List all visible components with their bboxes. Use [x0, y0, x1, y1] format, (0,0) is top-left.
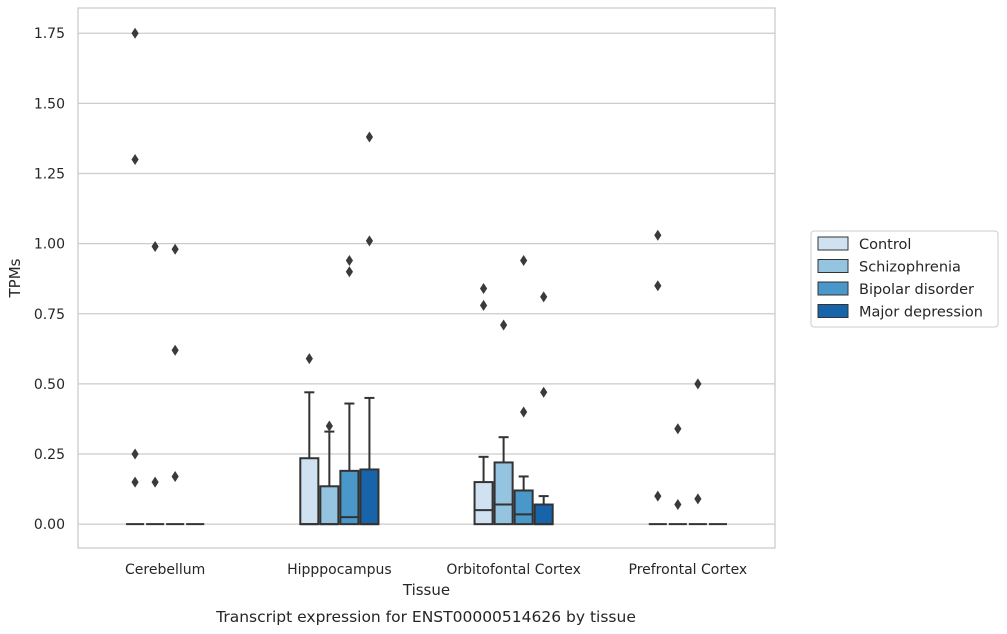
y-tick-label: 1.00 [34, 237, 65, 253]
legend-swatch [817, 281, 849, 296]
x-tick-label: Prefrontal Cortex [629, 562, 748, 578]
box-control [648, 229, 667, 526]
y-tick-label: 0.25 [34, 447, 65, 463]
box-body [533, 503, 554, 526]
box-schizophrenia [493, 319, 514, 526]
box-bipolar-disorder [339, 254, 360, 526]
outlier-point [365, 235, 374, 247]
outlier-point [654, 229, 662, 241]
box-control [299, 353, 320, 526]
y-tick-label: 0.00 [34, 517, 65, 533]
outlier-point [520, 406, 528, 418]
outlier-point [540, 291, 548, 303]
outlier-point [345, 266, 353, 278]
outlier-point [365, 131, 374, 143]
outlier-point [151, 476, 159, 488]
box-bipolar-disorder [166, 243, 185, 526]
outlier-point [131, 153, 139, 165]
outlier-point [540, 386, 548, 398]
outlier-point [674, 499, 682, 511]
legend-label: Schizophrenia [859, 260, 961, 276]
outlier-point [305, 353, 313, 365]
outlier-point [325, 420, 333, 432]
box-body [339, 469, 360, 526]
outlier-point [131, 476, 139, 488]
box-body [359, 468, 380, 526]
outlier-point [479, 299, 488, 311]
box-schizophrenia [146, 240, 165, 526]
box-schizophrenia [668, 423, 687, 526]
box-major-depression [359, 131, 380, 526]
outlier-point [520, 254, 528, 266]
y-axis-label: TPMs [6, 258, 24, 298]
y-tick-label: 0.75 [34, 307, 65, 323]
box-body [493, 461, 514, 526]
box-schizophrenia [319, 420, 340, 526]
outlier-point [171, 470, 179, 482]
outlier-point [674, 423, 682, 435]
x-tick-label: Hipppocampus [287, 562, 392, 578]
box-body [513, 489, 534, 526]
box-body [319, 485, 340, 526]
y-tick-label: 1.50 [34, 96, 65, 112]
outlier-point [171, 344, 179, 356]
legend: Control Schizophrenia Bipolar disorder Majo… [810, 230, 999, 328]
legend-swatch [817, 236, 849, 251]
outlier-point [694, 493, 702, 505]
legend-frame [810, 230, 999, 328]
box-bipolar-disorder [513, 254, 534, 526]
legend-swatch [817, 304, 849, 318]
x-tick-label: Orbitofontal Cortex [446, 562, 581, 578]
y-tick-label: 1.25 [34, 167, 65, 183]
y-axis-ticks: 0.00 0.25 0.50 0.75 1.00 1.25 1.50 1.75 [34, 26, 65, 533]
outlier-point [500, 319, 508, 331]
y-tick-label: 1.75 [34, 26, 65, 42]
box-control [126, 27, 145, 526]
x-axis-ticks: Cerebellum Hipppocampus Orbitofontal Corte… [125, 562, 747, 578]
outlier-point [479, 283, 488, 295]
legend-label: Bipolar disorder [859, 282, 974, 298]
outlier-point [171, 243, 179, 255]
legend-label: Major depression [859, 305, 983, 321]
outlier-point [131, 27, 139, 39]
boxes [126, 27, 727, 526]
outlier-point [151, 240, 159, 252]
legend-label: Control [859, 237, 911, 253]
outlier-point [654, 490, 662, 502]
box-bipolar-disorder [688, 378, 707, 526]
chart-caption: Transcript expression for ENST0000051462… [215, 608, 636, 626]
plot-frame [77, 7, 776, 549]
gridlines [78, 32, 775, 525]
outlier-point [345, 254, 353, 266]
outlier-point [131, 448, 139, 460]
box-major-depression [533, 291, 554, 526]
y-tick-label: 0.50 [34, 377, 65, 393]
box-control [473, 283, 494, 526]
outlier-point [654, 280, 662, 292]
legend-swatch [817, 259, 849, 273]
x-axis-label: Tissue [402, 581, 450, 599]
box-body [299, 457, 320, 526]
outlier-point [694, 378, 702, 390]
box-body [473, 481, 494, 526]
x-tick-label: Cerebellum [125, 562, 205, 578]
